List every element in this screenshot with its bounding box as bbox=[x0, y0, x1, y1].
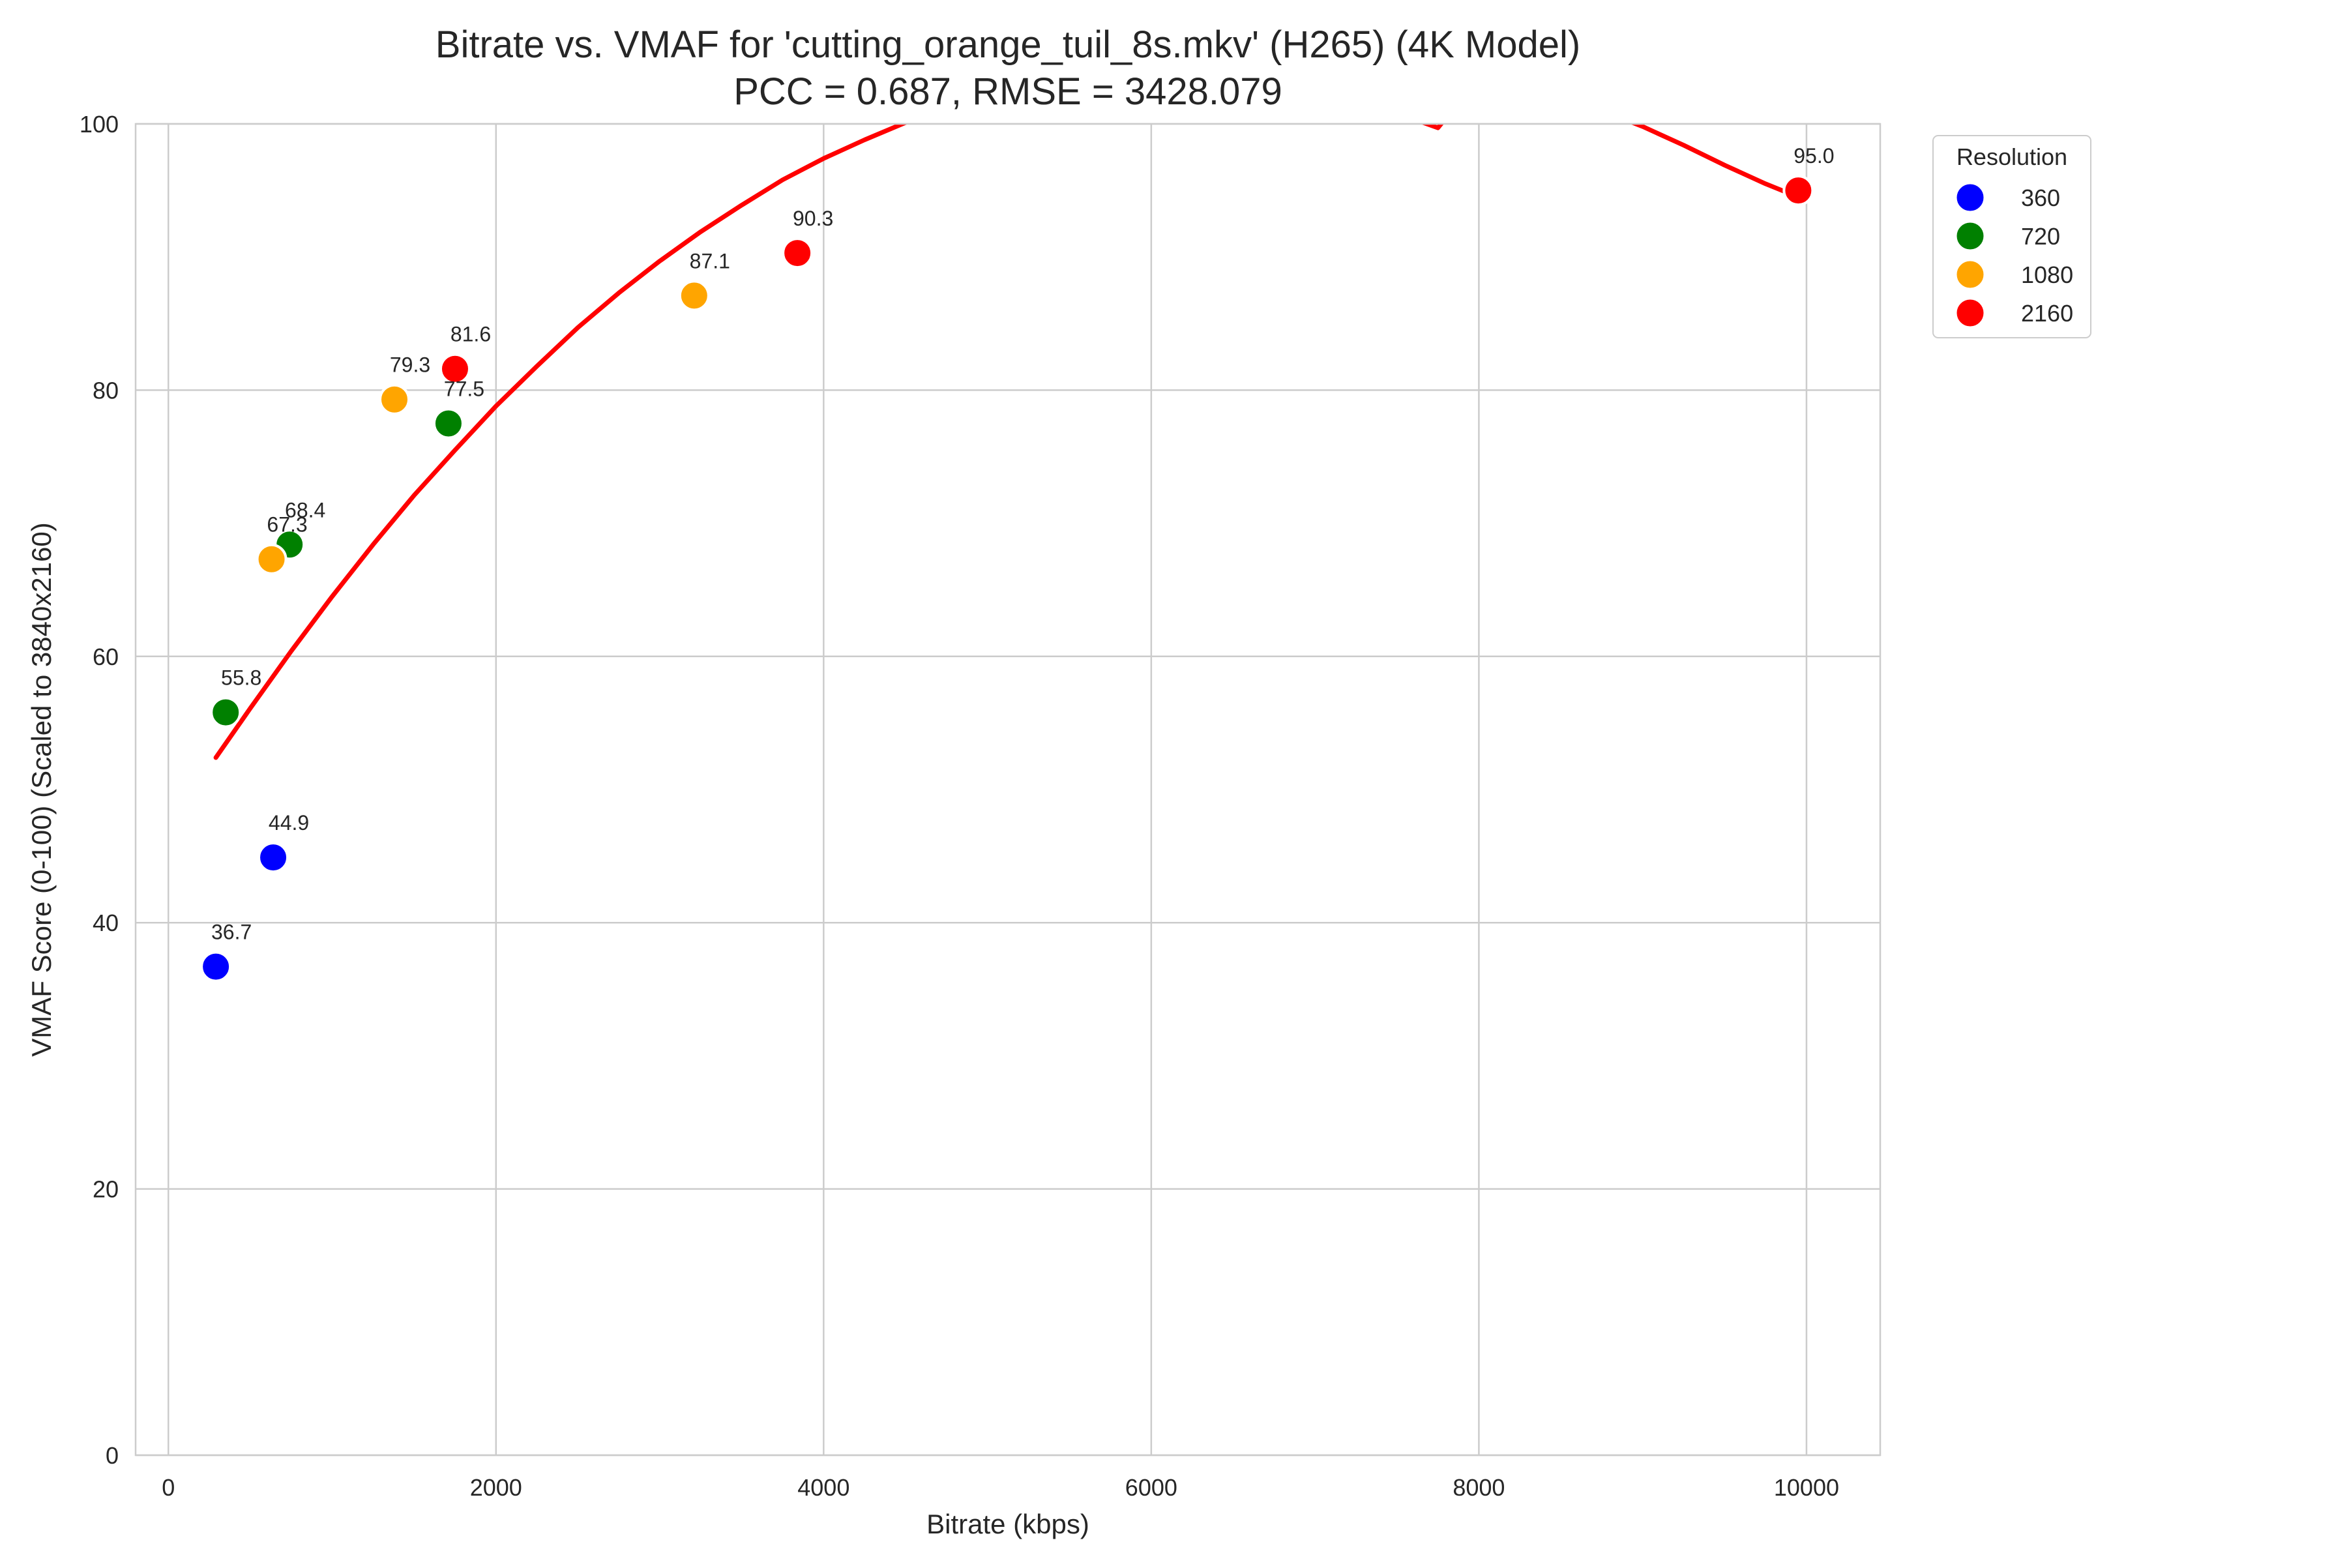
data-point-2160 bbox=[782, 237, 814, 269]
legend-marker-2160 bbox=[1955, 297, 1986, 329]
y-tick-label: 80 bbox=[93, 377, 119, 404]
x-tick-label: 8000 bbox=[1453, 1474, 1505, 1501]
data-point-2160 bbox=[1782, 175, 1814, 207]
legend: Resolution 360 720 1080 2160 bbox=[1932, 135, 2091, 338]
data-label: 67.3 bbox=[267, 513, 307, 537]
x-tick-label: 4000 bbox=[797, 1474, 849, 1501]
x-tick-label: 10000 bbox=[1774, 1474, 1839, 1501]
data-label: 87.1 bbox=[690, 249, 730, 273]
data-label: 79.3 bbox=[390, 353, 430, 377]
tick-labels-layer: 0 2000 4000 6000 8000 10000 0 20 40 60 80 100 bbox=[80, 111, 1839, 1501]
x-tick-label: 6000 bbox=[1125, 1474, 1177, 1501]
data-point-360 bbox=[200, 951, 232, 983]
legend-label-720: 720 bbox=[2021, 223, 2060, 250]
data-labels-layer: 36.7 44.9 55.8 68.4 77.5 67.3 79.3 87.1 81.6 90.3… bbox=[211, 144, 1835, 943]
y-tick-label: 0 bbox=[106, 1442, 119, 1469]
grid bbox=[136, 123, 1880, 1457]
data-point-1080 bbox=[379, 383, 411, 415]
data-point-1080 bbox=[678, 280, 710, 312]
y-tick-label: 100 bbox=[80, 111, 119, 138]
legend-label-1080: 1080 bbox=[2021, 261, 2073, 288]
y-tick-label: 60 bbox=[93, 643, 119, 670]
data-label: 90.3 bbox=[793, 207, 833, 230]
data-point-1080 bbox=[256, 543, 288, 575]
legend-marker-1080 bbox=[1955, 259, 1986, 290]
data-label: 44.9 bbox=[269, 811, 309, 835]
data-label: 55.8 bbox=[221, 666, 261, 690]
legend-title: Resolution bbox=[1956, 143, 2067, 170]
legend-entries: 360 720 1080 2160 bbox=[1955, 182, 2073, 329]
data-point-360 bbox=[258, 842, 289, 874]
plot-frame bbox=[134, 123, 1882, 1457]
legend-label-2160: 2160 bbox=[2021, 300, 2073, 327]
y-tick-label: 20 bbox=[93, 1176, 119, 1203]
fit-curve-layer bbox=[213, 124, 1801, 760]
y-tick-label: 40 bbox=[93, 910, 119, 936]
data-label: 36.7 bbox=[211, 921, 252, 944]
data-label: 77.5 bbox=[444, 377, 484, 400]
y-axis-label: VMAF Score (0-100) (Scaled to 3840x2160) bbox=[26, 522, 57, 1056]
x-tick-label: 2000 bbox=[470, 1474, 522, 1501]
x-tick-label: 0 bbox=[162, 1474, 175, 1501]
data-label: 95.0 bbox=[1793, 144, 1834, 168]
data-label: 81.6 bbox=[450, 323, 491, 346]
data-point-720 bbox=[432, 407, 464, 439]
points-layer bbox=[200, 175, 1814, 983]
legend-marker-720 bbox=[1955, 220, 1986, 252]
data-point-720 bbox=[210, 696, 242, 728]
fit-curve-line bbox=[213, 124, 1801, 760]
data-label: 68.4 bbox=[285, 498, 325, 522]
data-point-2160 bbox=[439, 353, 471, 385]
chart-title-line1: Bitrate vs. VMAF for 'cutting_orange_tui… bbox=[435, 23, 1580, 66]
x-axis-label: Bitrate (kbps) bbox=[926, 1509, 1089, 1539]
legend-label-360: 360 bbox=[2021, 185, 2060, 211]
chart-title-line2: PCC = 0.687, RMSE = 3428.079 bbox=[733, 70, 1282, 113]
legend-marker-360 bbox=[1955, 182, 1986, 213]
